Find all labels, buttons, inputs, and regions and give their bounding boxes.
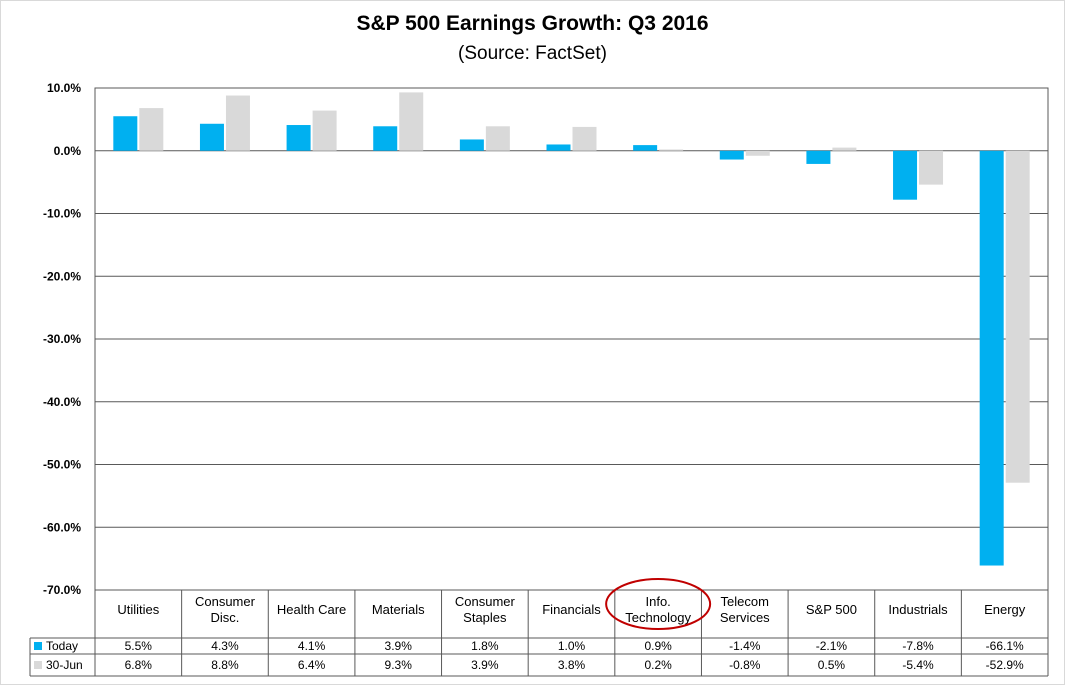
y-tick-label: -10.0% [43, 207, 81, 221]
category-label: Materials [372, 602, 425, 617]
bar-today [546, 144, 571, 151]
data-label: 4.1% [298, 639, 326, 653]
data-label: 0.9% [644, 639, 672, 653]
y-tick-label: -50.0% [43, 458, 81, 472]
category-label: S&P 500 [806, 602, 857, 617]
bar-today [979, 150, 1004, 566]
legend-key-30-jun [34, 661, 42, 669]
data-label: 0.5% [818, 658, 846, 672]
data-label: 3.8% [558, 658, 586, 672]
data-label: -0.8% [729, 658, 761, 672]
y-tick-label: 0.0% [54, 144, 82, 158]
data-label: 4.3% [211, 639, 239, 653]
data-label: 0.2% [644, 658, 672, 672]
bar-30-jun [832, 147, 857, 151]
data-label: 8.8% [211, 658, 239, 672]
data-label: -7.8% [902, 639, 934, 653]
category-label: Utilities [117, 602, 159, 617]
y-tick-label: 10.0% [47, 81, 81, 95]
category-label: Info. Technology [625, 594, 691, 625]
bar-today [893, 150, 918, 200]
bar-today [719, 150, 744, 160]
bar-today [286, 125, 311, 151]
data-label: 6.4% [298, 658, 326, 672]
chart-subtitle: (Source: FactSet) [458, 43, 607, 64]
bar-30-jun [919, 150, 944, 185]
bar-today [113, 116, 138, 151]
category-label: Health Care [277, 602, 346, 617]
y-tick-label: -70.0% [43, 583, 81, 597]
chart-title: S&P 500 Earnings Growth: Q3 2016 [356, 12, 709, 35]
bar-30-jun [225, 95, 250, 151]
bar-30-jun [659, 149, 684, 151]
bar-30-jun [399, 92, 424, 151]
bar-today [806, 150, 831, 164]
bar-30-jun [485, 126, 510, 151]
category-label: Consumer Disc. [195, 594, 256, 625]
data-label: -2.1% [816, 639, 848, 653]
data-label: 6.8% [125, 658, 153, 672]
bar-30-jun [572, 126, 597, 151]
category-label: Telecom Services [720, 594, 770, 625]
legend-label: 30-Jun [46, 658, 83, 672]
data-label: 9.3% [385, 658, 413, 672]
bar-today [373, 126, 398, 151]
legend-key-today [34, 642, 42, 650]
bar-30-jun [312, 110, 337, 151]
highlight-circle [605, 578, 712, 630]
data-label: 5.5% [125, 639, 153, 653]
legend-label: Today [46, 639, 78, 653]
data-label: -5.4% [902, 658, 934, 672]
data-label: 3.9% [471, 658, 499, 672]
data-label: -1.4% [729, 639, 761, 653]
bar-30-jun [1005, 150, 1030, 483]
category-label: Consumer Staples [455, 594, 516, 625]
category-label: Financials [542, 602, 601, 617]
y-tick-label: -20.0% [43, 269, 81, 283]
bar-30-jun [139, 108, 164, 151]
bar-today [633, 145, 658, 151]
bar-30-jun [745, 150, 770, 156]
category-label: Industrials [888, 602, 948, 617]
y-tick-label: -40.0% [43, 395, 81, 409]
category-label: Energy [984, 602, 1026, 617]
bar-today [459, 139, 484, 151]
data-label: 1.8% [471, 639, 499, 653]
data-label: 3.9% [385, 639, 413, 653]
data-label: 1.0% [558, 639, 586, 653]
data-label: -52.9% [986, 658, 1024, 672]
bar-today [199, 123, 224, 151]
y-tick-label: -60.0% [43, 520, 81, 534]
y-tick-label: -30.0% [43, 332, 81, 346]
data-label: -66.1% [986, 639, 1024, 653]
